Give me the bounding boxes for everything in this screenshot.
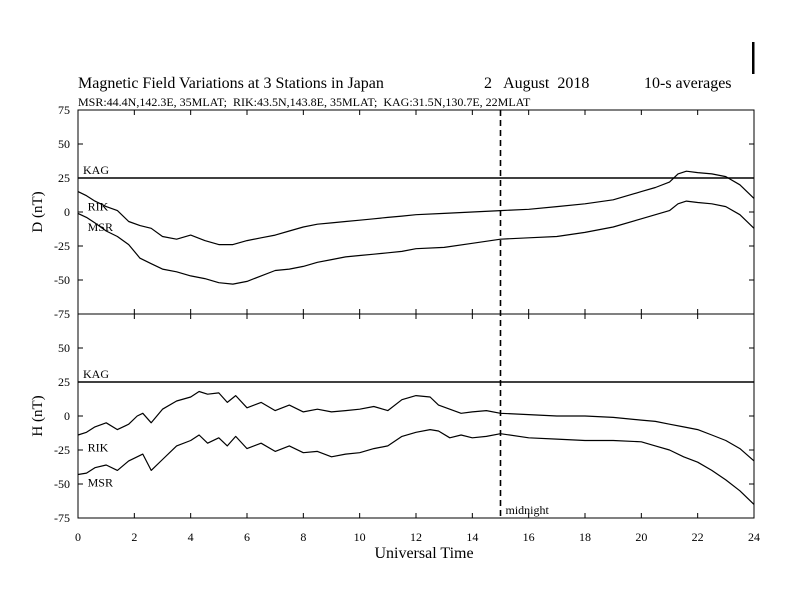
series-label-d-kag: KAG	[83, 163, 109, 177]
chart-date: 2 August 2018	[484, 75, 589, 92]
xtick-label-2: 2	[131, 530, 137, 544]
ytick-label-h--25: -25	[54, 443, 70, 457]
xtick-label-18: 18	[579, 530, 591, 544]
ytick-label-h-0: 0	[64, 409, 70, 423]
series-label-d-msr: MSR	[88, 220, 113, 234]
xtick-label-4: 4	[188, 530, 194, 544]
xtick-label-16: 16	[523, 530, 535, 544]
panel-d-frame	[77, 109, 755, 315]
xtick-label-12: 12	[410, 530, 422, 544]
series-d-msr	[77, 200, 755, 285]
x-axis-label: Universal Time	[374, 545, 473, 562]
panel-d: 75 50 25 0 -25 -50 -75 KAG RIK MSR	[54, 103, 755, 321]
midnight-label: midnight	[506, 503, 550, 517]
ytick-label-h--50: -50	[54, 477, 70, 491]
xtick-label-6: 6	[244, 530, 250, 544]
series-h-rik	[77, 390, 755, 462]
chart-averaging: 10-s averages	[644, 75, 732, 92]
ytick-label-h--75: -75	[54, 511, 70, 525]
ytick-label-d--50: -50	[54, 273, 70, 287]
xtick-label-14: 14	[466, 530, 478, 544]
series-label-h-rik: RIK	[88, 440, 109, 454]
xtick-label-8: 8	[300, 530, 306, 544]
xtick-label-10: 10	[354, 530, 366, 544]
ytick-label-d--75: -75	[54, 307, 70, 321]
series-label-d-rik: RIK	[88, 200, 109, 214]
xtick-label-24: 24	[748, 530, 760, 544]
xtick-label-0: 0	[75, 530, 81, 544]
ytick-label-d-0: 0	[64, 205, 70, 219]
ytick-label-h-25: 25	[58, 375, 70, 389]
panel-h: 50 25 0 -25 -50 -75 KAG RIK MSR	[54, 313, 755, 525]
x-axis: 0 2 4 6 8 10 12 14 16 18 20 22 24	[75, 110, 760, 544]
y-axis-label-h: H (nT)	[30, 395, 46, 436]
series-label-h-msr: MSR	[88, 476, 113, 490]
corner-mark	[752, 42, 755, 74]
ytick-label-d-75: 75	[58, 103, 70, 117]
ytick-label-h-50: 50	[58, 341, 70, 355]
chart-title: Magnetic Field Variations at 3 Stations …	[78, 75, 384, 92]
series-label-h-kag: KAG	[83, 367, 109, 381]
panel-h-frame	[77, 313, 755, 519]
xtick-label-20: 20	[635, 530, 647, 544]
chart-subtitle: MSR:44.4N,142.3E, 35MLAT; RIK:43.5N,143.…	[78, 95, 531, 109]
xtick-label-22: 22	[692, 530, 704, 544]
series-h-msr	[77, 429, 755, 505]
ytick-label-d-50: 50	[58, 137, 70, 151]
ytick-label-d-25: 25	[58, 171, 70, 185]
y-axis-label-d: D (nT)	[30, 191, 46, 232]
series-d-rik	[77, 170, 755, 246]
ytick-label-d--25: -25	[54, 239, 70, 253]
